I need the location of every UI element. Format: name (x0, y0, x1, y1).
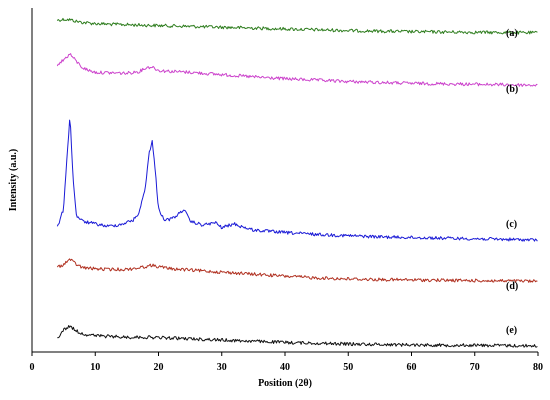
x-tick-label-20: 20 (154, 362, 164, 373)
series-label-1: (a) (506, 28, 518, 39)
x-tick-label-60: 60 (407, 362, 417, 373)
series-line-1 (56, 17, 538, 35)
x-tick-label-50: 50 (343, 362, 353, 373)
series-label-2: (b) (506, 84, 518, 95)
x-axis-title: Position (2θ) (258, 378, 312, 389)
series-label-5: (e) (506, 325, 517, 336)
x-tick-label-40: 40 (280, 362, 290, 373)
series-label-3: (c) (506, 219, 517, 230)
series-line-2 (56, 53, 538, 87)
x-tick-label-30: 30 (217, 362, 227, 373)
x-tick-label-0: 0 (30, 362, 35, 373)
x-ticks: 0 10 20 30 40 50 60 70 80 (30, 352, 543, 373)
series-group (56, 17, 538, 348)
series-labels: (a) (b) (c) (d) (e) (506, 28, 518, 336)
axes-group (31, 8, 538, 353)
y-axis-title: Intensity (a.u.) (8, 149, 19, 212)
series-line-3 (56, 119, 538, 242)
series-label-4: (d) (506, 281, 518, 292)
x-tick-label-80: 80 (533, 362, 543, 373)
x-tick-label-10: 10 (90, 362, 100, 373)
series-line-5 (57, 325, 538, 348)
series-line-4 (56, 258, 538, 283)
x-tick-label-70: 70 (470, 362, 480, 373)
